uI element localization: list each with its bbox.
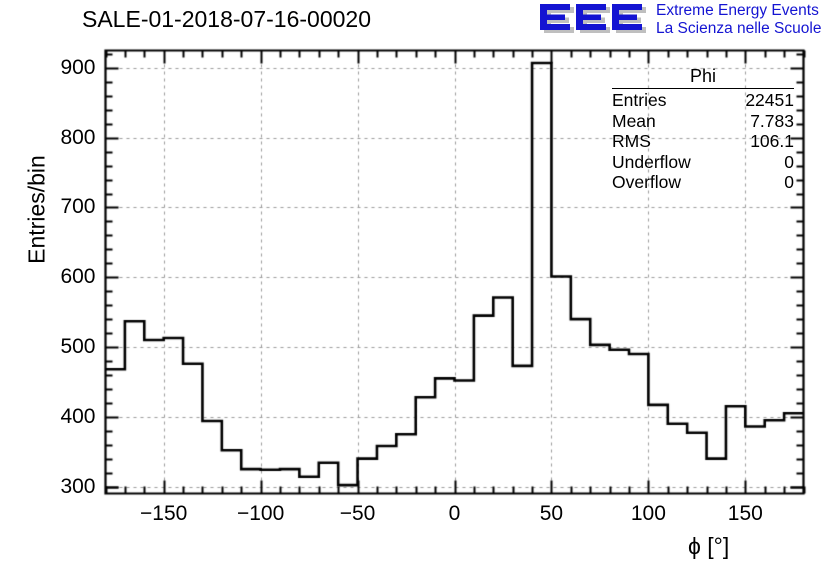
stats-rows: Entries 22451 Mean 7.783 RMS 106.1 Underflow 0 O… [612, 90, 794, 193]
stats-row-value: 22451 [745, 90, 794, 110]
y-tick-label: 800 [60, 125, 96, 149]
x-tick-label: 150 [727, 501, 763, 525]
stats-row: Mean 7.783 [612, 111, 794, 132]
x-axis-title: ϕ [°] [688, 533, 730, 559]
y-tick-label: 600 [60, 265, 96, 289]
y-tick-label: 700 [60, 195, 96, 219]
stats-row-key: Entries [612, 90, 667, 110]
stats-row-key: RMS [612, 131, 651, 151]
stats-row-value: 7.783 [750, 110, 794, 131]
eee-logo-line2: La Scienza nelle Scuole [656, 19, 822, 37]
y-tick-label: 500 [60, 334, 96, 358]
stats-row: Entries 22451 [612, 90, 794, 111]
statistics-box: Phi Entries 22451 Mean 7.783 RMS 106.1 Underfl… [612, 66, 794, 193]
stats-row-value: 0 [784, 151, 794, 172]
stats-title: Phi [689, 66, 716, 86]
x-tick-label: −150 [140, 501, 188, 525]
stats-divider [612, 88, 794, 89]
eee-logo-mark [540, 4, 646, 33]
x-tick-label: 100 [630, 501, 666, 525]
stats-row: RMS 106.1 [612, 131, 794, 152]
y-tick-label: 900 [60, 55, 96, 79]
stats-row-key: Overflow [612, 172, 682, 192]
stats-row-key: Mean [612, 110, 656, 131]
page-title: SALE-01-2018-07-16-00020 [82, 6, 371, 32]
x-tick-label: 0 [448, 501, 461, 525]
x-tick-label: 50 [539, 501, 564, 525]
y-tick-label: 400 [60, 404, 96, 428]
eee-logo: Extreme Energy Events La Scienza nelle S… [540, 2, 836, 38]
x-tick-label: −100 [236, 501, 285, 525]
eee-logo-line1: Extreme Energy Events [656, 2, 819, 19]
stats-row: Overflow 0 [612, 172, 794, 193]
eee-logo-text: Extreme Energy Events La Scienza nelle S… [656, 2, 821, 37]
stats-row-key: Underflow [612, 151, 691, 172]
y-tick-label: 300 [60, 474, 96, 498]
stats-row-value: 0 [784, 172, 794, 192]
stats-row: Underflow 0 [612, 152, 794, 173]
x-tick-label: −50 [339, 501, 376, 525]
stats-row-value: 106.1 [750, 131, 794, 151]
